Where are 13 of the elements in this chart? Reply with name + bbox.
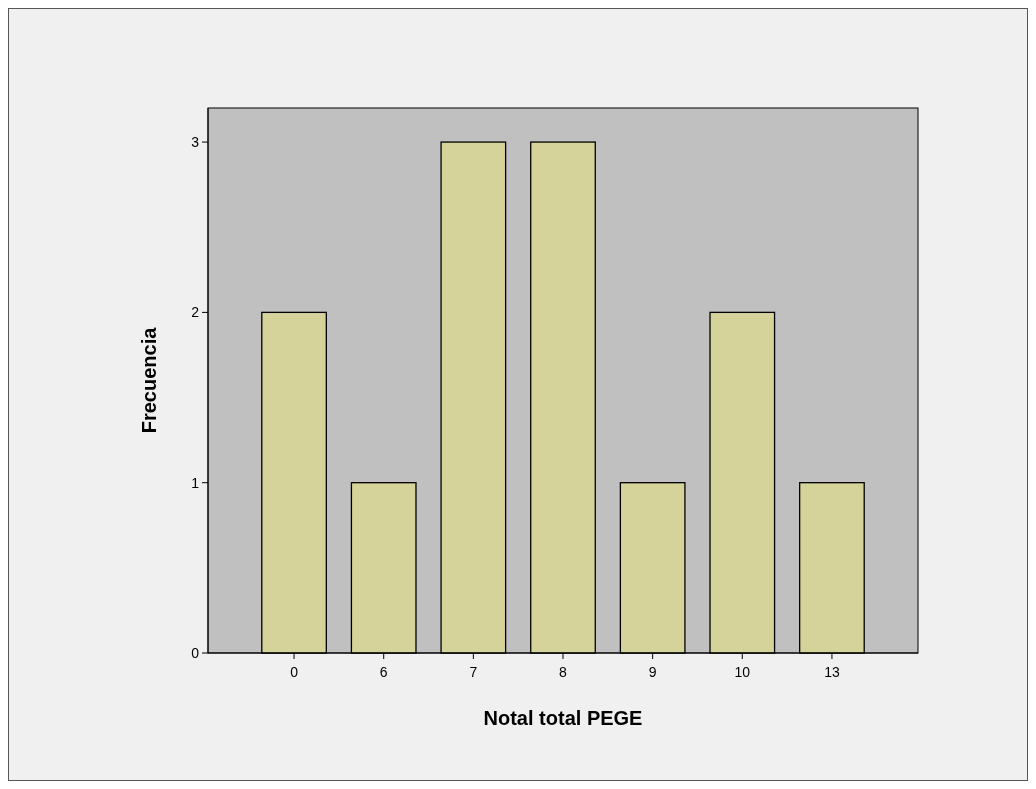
x-tick-label: 9 [648,664,657,680]
x-tick-label: 0 [290,664,299,680]
x-tick-label: 8 [559,664,568,680]
y-tick-label: 3 [191,133,200,150]
x-tick-label: 10 [734,664,751,680]
x-tick-label: 13 [824,664,840,680]
x-axis-title: Notal total PEGE [483,707,643,729]
y-tick-label: 0 [191,644,200,661]
x-tick-label: 7 [469,664,478,680]
y-axis-title: Frecuencia [138,326,160,434]
y-tick-label: 2 [191,304,200,321]
x-tick-label: 6 [379,664,388,680]
y-tick-label: 1 [191,474,200,491]
